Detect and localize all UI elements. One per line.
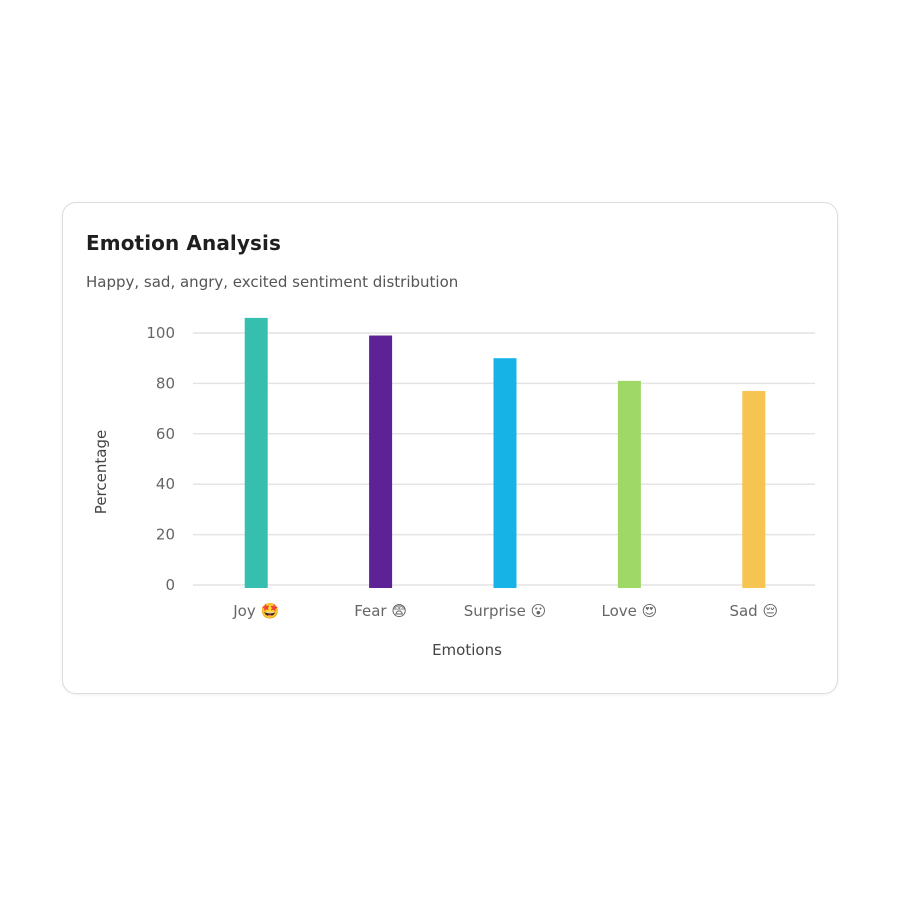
y-tick-label: 80 (156, 374, 175, 392)
y-tick-label: 0 (165, 576, 175, 594)
bar-surprise[interactable] (493, 358, 517, 588)
x-tick-label: Joy 🤩 (232, 602, 279, 620)
x-tick-label: Surprise 😮 (464, 602, 547, 620)
bar-love[interactable] (617, 380, 641, 588)
chart-subtitle: Happy, sad, angry, excited sentiment dis… (86, 273, 459, 291)
y-tick-label: 100 (146, 324, 175, 342)
x-tick-label: Sad 😔 (729, 602, 778, 620)
bar-chart: 0 20 40 60 80 100 Joy 🤩 Fear 😨 Surprise 😮 Love 😍 S… (92, 317, 815, 659)
chart-card: Emotion Analysis Happy, sad, angry, exci… (62, 202, 838, 694)
label-layer: 0 20 40 60 80 100 Joy 🤩 Fear 😨 Surprise 😮 Love 😍 S… (146, 324, 778, 620)
y-tick-label: 40 (156, 475, 175, 493)
chart-title: Emotion Analysis (86, 231, 281, 255)
bar-sad[interactable] (742, 390, 766, 588)
y-tick-label: 20 (156, 526, 175, 544)
x-axis-title: Emotions (432, 641, 502, 659)
y-axis-title: Percentage (92, 430, 110, 514)
x-tick-label: Fear 😨 (354, 602, 407, 620)
bar-layer (244, 317, 766, 588)
bar-joy[interactable] (244, 317, 268, 588)
bar-fear[interactable] (369, 335, 393, 588)
x-tick-label: Love 😍 (602, 602, 658, 620)
y-tick-label: 60 (156, 425, 175, 443)
